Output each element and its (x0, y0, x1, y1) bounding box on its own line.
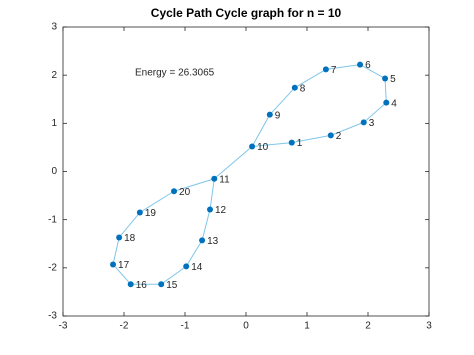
node-label: 12 (215, 205, 227, 216)
y-tick-label: 0 (51, 166, 57, 177)
node (116, 234, 123, 241)
x-tick-label: 2 (365, 321, 371, 332)
node (183, 263, 190, 270)
node (171, 188, 178, 195)
node (288, 139, 295, 146)
node-label: 11 (219, 174, 230, 185)
node-label: 2 (336, 131, 342, 142)
node-label: 1 (297, 138, 303, 149)
x-tick-label: 0 (243, 321, 249, 332)
chart-title: Cycle Path Cycle graph for n = 10 (151, 6, 342, 20)
edge (384, 78, 387, 103)
node-label: 15 (166, 280, 178, 291)
plot-box (62, 26, 430, 317)
node-label: 3 (369, 118, 375, 129)
node-label: 9 (275, 110, 281, 121)
y-tick-label: 2 (51, 70, 57, 81)
x-tick-label: -3 (59, 321, 68, 332)
node (322, 66, 329, 73)
edge (160, 265, 187, 285)
node (207, 206, 214, 213)
edge (294, 68, 327, 89)
node (211, 175, 218, 182)
edge (213, 146, 253, 180)
edge (185, 240, 203, 267)
y-tick-label: -1 (48, 214, 57, 225)
edge (269, 87, 296, 116)
node-label: 8 (300, 83, 306, 94)
node-label: 18 (124, 233, 136, 244)
y-tick-label: 3 (51, 22, 57, 33)
y-tick-label: -2 (48, 262, 57, 273)
node (110, 261, 117, 268)
node (327, 132, 334, 139)
node-label: 19 (145, 208, 157, 219)
node-label: 4 (391, 98, 397, 109)
annotation: Energy = 26.3065 (135, 68, 215, 79)
edge (201, 209, 211, 241)
edge (251, 114, 271, 147)
edge (173, 178, 215, 192)
node-label: 7 (331, 65, 337, 76)
edge (363, 102, 387, 123)
x-tick-label: 1 (304, 321, 310, 332)
node (383, 99, 390, 106)
edge (118, 212, 141, 238)
node (249, 143, 256, 150)
node (357, 61, 364, 68)
node-label: 17 (118, 260, 130, 271)
node (266, 111, 273, 118)
node (360, 119, 367, 126)
node-label: 13 (207, 236, 219, 247)
edge (291, 134, 331, 144)
node-label: 14 (191, 262, 203, 273)
edge (112, 264, 132, 285)
node-label: 10 (257, 142, 269, 153)
edge (325, 64, 361, 70)
y-tick-label: -3 (48, 311, 57, 322)
node-label: 16 (136, 280, 148, 291)
node-label: 5 (390, 74, 396, 85)
edge (330, 121, 364, 136)
node-label: 20 (179, 187, 191, 198)
node-label: 6 (365, 60, 371, 71)
node (127, 281, 134, 288)
edge (112, 237, 120, 265)
node (158, 281, 165, 288)
x-tick-label: -1 (181, 321, 190, 332)
node (136, 209, 143, 216)
y-tick-label: 1 (51, 118, 57, 129)
edge (252, 142, 292, 147)
node (199, 237, 206, 244)
x-tick-label: 3 (426, 321, 432, 332)
node (291, 84, 298, 91)
edge (139, 190, 175, 213)
edge (359, 64, 386, 79)
x-tick-label: -2 (120, 321, 129, 332)
edge (209, 178, 215, 210)
node (382, 75, 389, 82)
